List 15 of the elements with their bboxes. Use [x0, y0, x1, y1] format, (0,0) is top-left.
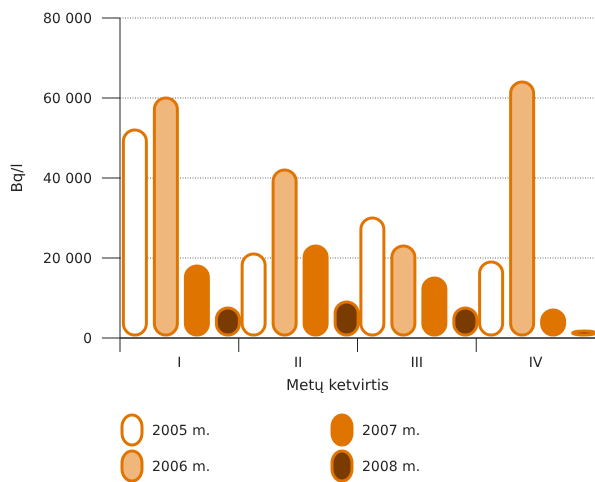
legend-label: 2006 m. — [152, 458, 210, 475]
x-tick-label: III — [410, 355, 424, 371]
x-tick-label: I — [177, 355, 182, 371]
x-tick-label: IV — [528, 355, 543, 371]
y-axis-title: Bq/l — [8, 163, 26, 193]
legend-label: 2007 m. — [362, 422, 420, 439]
y-tick-label: 0 — [83, 330, 92, 347]
y-tick-label: 80 000 — [43, 10, 92, 27]
y-tick-label: 20 000 — [43, 250, 92, 267]
y-tick-label: 40 000 — [43, 170, 92, 187]
x-axis-title: Metų ketvirtis — [286, 376, 390, 394]
legend-label: 2008 m. — [362, 458, 420, 475]
legend-label: 2005 m. — [152, 422, 210, 439]
y-tick-label: 60 000 — [43, 90, 92, 107]
x-tick-label: II — [294, 355, 302, 371]
